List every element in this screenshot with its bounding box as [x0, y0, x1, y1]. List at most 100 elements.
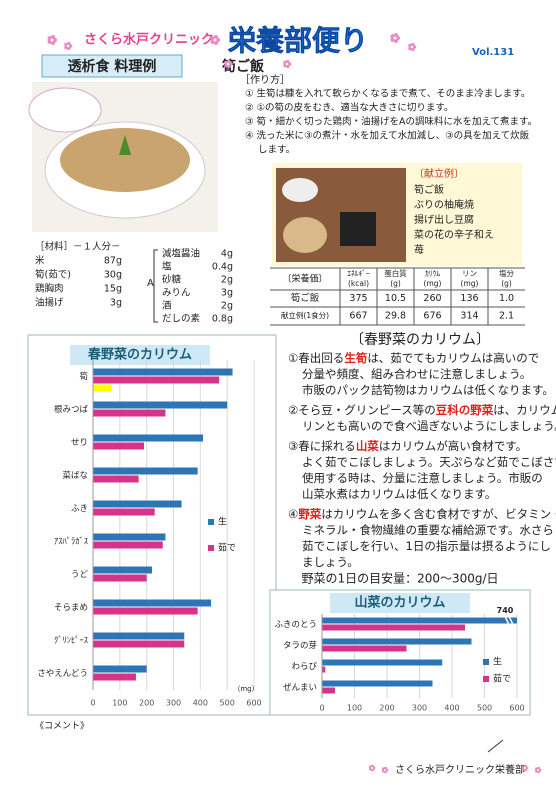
- paragraph-line: ①春出回る生筍は、茹でてもカリウムは高いので: [288, 351, 539, 365]
- legend-swatch: [208, 519, 214, 525]
- flower-petal: [524, 764, 528, 768]
- bar: [93, 541, 163, 549]
- bar: [93, 640, 185, 648]
- flower-petal: [381, 767, 385, 771]
- garnish: [119, 135, 131, 155]
- menu-heading: 〔献立例〕: [414, 167, 464, 180]
- flower-petal: [524, 768, 528, 772]
- table-cell: 676: [423, 311, 441, 322]
- category-label: ふきのとう: [274, 620, 317, 630]
- seasoning-name: だしの素: [162, 313, 201, 325]
- plate: [283, 217, 327, 253]
- paragraph-line: ④野菜はカリウムを多く含む食材ですが、ビタミン・: [288, 507, 556, 521]
- flower-petal: [368, 765, 372, 769]
- flower-petal: [210, 36, 215, 41]
- flower-petal: [390, 34, 395, 39]
- plate: [340, 212, 376, 246]
- table-header: (mg): [461, 279, 479, 288]
- flower-center: [50, 38, 54, 42]
- x-tick-label: 100: [112, 699, 127, 708]
- menu-item: 筍ご飯: [414, 183, 444, 196]
- highlight: 生筍: [344, 351, 367, 365]
- table-header: 〔栄養価〕: [282, 273, 327, 285]
- text-segment: はカリウムが高い食材です。: [379, 439, 527, 453]
- flower-petal: [390, 37, 395, 42]
- bar: [93, 475, 139, 483]
- legend-label: 生: [493, 656, 502, 668]
- ingredient-name: 油揚げ: [35, 297, 64, 309]
- flower-petal: [521, 765, 525, 769]
- category-label: ぜんまい: [283, 683, 317, 693]
- text-segment: 使用する時は、分量に注意しましょう。市販の: [302, 471, 543, 485]
- paragraph-line: 山菜水煮はカリウムは低くなります。: [302, 487, 496, 501]
- bar: [322, 687, 335, 694]
- label: 透析食 料理例: [68, 58, 157, 75]
- x-tick-label: 0: [319, 704, 324, 713]
- flower-petal: [47, 36, 52, 41]
- table-cell: 10.5: [385, 293, 406, 304]
- method-step: ① 生筍は糠を入れて軟らかくなるまで煮て、そのまま冷まします。: [245, 88, 530, 100]
- bar: [93, 401, 228, 409]
- flower-center: [285, 62, 289, 66]
- ingredient-amount: 30g: [104, 270, 122, 281]
- seasoning-amount: 2g: [221, 275, 233, 286]
- category-label: わらび: [291, 662, 317, 672]
- flower-center: [524, 767, 526, 769]
- flower-petal: [393, 33, 399, 38]
- flower-petal: [384, 766, 388, 770]
- highlight: 野菜: [298, 507, 321, 521]
- table-cell: 136: [460, 293, 478, 304]
- legend-swatch: [483, 659, 489, 665]
- flower-petal: [534, 769, 538, 773]
- chart-title: 山菜のカリウム: [354, 595, 445, 611]
- legend-label: 生: [218, 516, 227, 528]
- x-tick-label: 600: [509, 704, 524, 713]
- x-tick-label: 500: [477, 704, 492, 713]
- table-cell: 375: [349, 293, 367, 304]
- method-step: します。: [258, 145, 295, 156]
- bar: [93, 665, 147, 673]
- bar: [93, 500, 182, 508]
- flower-petal: [67, 46, 71, 51]
- legend-swatch: [483, 676, 489, 682]
- chart-panel: [27, 334, 277, 716]
- flower-petal: [537, 770, 541, 774]
- flower-petal: [224, 63, 228, 68]
- paragraph-line: ②そら豆・グリンピース等の豆科の野菜は、カリウム・: [288, 403, 556, 417]
- x-tick-label: 100: [347, 704, 362, 713]
- flower-petal: [50, 35, 56, 40]
- table-cell: 献立例(1食分): [281, 310, 329, 320]
- ingredient-name: 鶏胸肉: [35, 283, 64, 295]
- category-label: せり: [71, 438, 88, 448]
- bar: [93, 409, 166, 417]
- flower-center: [384, 769, 386, 771]
- flower-petal: [224, 60, 228, 65]
- bar: [93, 384, 112, 392]
- menu-item: 揚げ出し豆腐: [414, 213, 474, 226]
- legend-label: 茹で: [218, 542, 236, 554]
- x-tick-label: 400: [193, 699, 208, 708]
- category-label: ｱｽﾊﾟﾗｶﾞｽ: [54, 537, 88, 547]
- flower-petal: [213, 35, 219, 40]
- x-tick-label: 400: [444, 704, 459, 713]
- flower-petal: [393, 38, 399, 43]
- x-tick-label: 300: [412, 704, 427, 713]
- text-segment: 茹でこぼしを行い、1日の指示量は摂るようにし: [302, 539, 551, 553]
- category-label: タラの芽: [283, 640, 317, 651]
- seasoning-name: 減塩醤油: [162, 248, 200, 260]
- flower-center: [410, 45, 414, 49]
- table-cell: 筍ご飯: [291, 292, 320, 304]
- ingredient-name: 筍(茹で): [35, 269, 71, 281]
- seasoning-amount: 3g: [221, 288, 233, 299]
- table-header-bg: [340, 268, 525, 290]
- seasoning-name: 塩: [162, 261, 172, 273]
- table-header: ｶﾘｳﾑ: [425, 269, 440, 278]
- text-segment: リンとも高いので食べ過ぎないようにしましょう。: [302, 419, 556, 433]
- bar: [93, 467, 198, 475]
- category-label: 根みつば: [54, 404, 89, 415]
- text-segment: 山菜水煮はカリウムは低くなります。: [302, 487, 496, 501]
- bar: [322, 624, 465, 631]
- method-step: ④ 洗った米に③の煮汁・水を加えて水加減し、③の具を加えて炊飯: [245, 130, 530, 142]
- flower-petal: [67, 41, 71, 46]
- x-tick-label: 0: [90, 699, 95, 708]
